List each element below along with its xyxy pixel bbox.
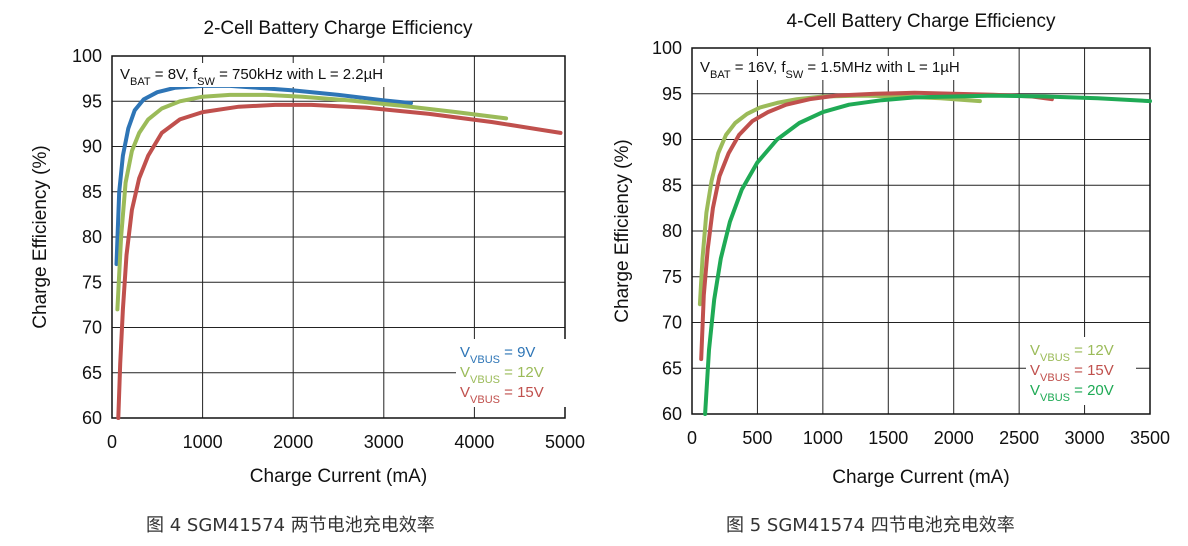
chart-title: 4-Cell Battery Charge Efficiency <box>787 11 1056 32</box>
legend-entry-1: VVBUS = 9V <box>460 344 535 366</box>
x-axis-label: Charge Current (mA) <box>832 467 1009 488</box>
condition-rest: = 1.5MHz with L = 1µH <box>803 59 959 76</box>
series-line-1 <box>114 83 413 267</box>
legend-v: V <box>460 364 470 381</box>
legend-value: = 12V <box>500 364 544 381</box>
legend-sub: VBUS <box>1040 392 1070 404</box>
condition-v-sub: BAT <box>710 69 731 81</box>
legend-sub: VBUS <box>470 394 500 406</box>
x-tick-label: 1000 <box>803 428 843 448</box>
series-line-2 <box>115 92 509 312</box>
x-tick-label: 1000 <box>183 432 223 452</box>
x-tick-label: 2000 <box>273 432 313 452</box>
condition-v-sub: BAT <box>130 76 151 88</box>
y-axis-label: Charge Efficiency (%) <box>30 145 51 328</box>
x-tick-label: 3000 <box>364 432 404 452</box>
legend-entry-3: VVBUS = 15V <box>460 384 544 406</box>
legend-value: = 12V <box>1070 342 1114 359</box>
x-tick-label: 1500 <box>868 428 908 448</box>
legend-entry-2: VVBUS = 15V <box>1030 362 1114 384</box>
x-tick-label: 3000 <box>1065 428 1105 448</box>
legend-sub: VBUS <box>1040 352 1070 364</box>
chart-2: 4-Cell Battery Charge Efficiency 0 500 1000… <box>612 11 1170 488</box>
y-tick-label: 75 <box>662 267 682 287</box>
series-line-1 <box>697 93 982 307</box>
x-tick-label: 4000 <box>454 432 494 452</box>
y-tick-label: 70 <box>82 318 102 338</box>
x-tick-label: 500 <box>742 428 772 448</box>
y-tick-label: 85 <box>662 175 682 195</box>
legend-value: = 15V <box>500 384 544 401</box>
series-line-3 <box>703 93 1152 416</box>
legend-v: V <box>1030 342 1040 359</box>
x-tick-label: 0 <box>107 432 117 452</box>
x-tick-label: 3500 <box>1130 428 1170 448</box>
condition-mid: = 8V, f <box>151 66 198 83</box>
y-tick-label: 85 <box>82 182 102 202</box>
legend-background <box>456 339 566 407</box>
legend-background <box>1026 337 1136 405</box>
y-tick-label: 65 <box>82 363 102 383</box>
y-axis-label: Charge Efficiency (%) <box>612 139 633 322</box>
legend-sub: VBUS <box>470 354 500 366</box>
legend-entry-2: VVBUS = 12V <box>460 364 544 386</box>
legend-entry-3: VVBUS = 20V <box>1030 382 1114 404</box>
x-axis-label: Charge Current (mA) <box>250 466 427 487</box>
condition-f-sub: SW <box>197 76 215 88</box>
y-tick-label: 95 <box>82 91 102 111</box>
legend-sub: VBUS <box>470 374 500 386</box>
condition-background <box>694 56 999 80</box>
y-tick-label: 80 <box>82 227 102 247</box>
y-tick-label: 65 <box>662 358 682 378</box>
y-tick-label: 100 <box>72 46 102 66</box>
y-tick-label: 70 <box>662 313 682 333</box>
series-line-2 <box>699 90 1054 362</box>
chart-title: 2-Cell Battery Charge Efficiency <box>204 18 473 39</box>
y-tick-label: 60 <box>82 408 102 428</box>
condition-rest: = 750kHz with L = 2.2µH <box>215 66 383 83</box>
y-tick-label: 90 <box>662 130 682 150</box>
condition-f-sub: SW <box>786 69 804 81</box>
plot-frame <box>111 55 566 419</box>
x-tick-label: 5000 <box>545 432 585 452</box>
condition-annotation: VBAT = 16V, fSW = 1.5MHz with L = 1µH <box>700 59 960 81</box>
x-tick-label: 0 <box>687 428 697 448</box>
legend-v: V <box>1030 362 1040 379</box>
caption-figure-5: 图 5 SGM41574 四节电池充电效率 <box>726 515 1015 536</box>
legend-v: V <box>460 384 470 401</box>
y-tick-label: 60 <box>662 404 682 424</box>
condition-background <box>114 63 419 87</box>
legend-value: = 15V <box>1070 362 1114 379</box>
condition-mid: = 16V, f <box>731 59 787 76</box>
plot-frame <box>691 47 1151 415</box>
legend-entry-1: VVBUS = 12V <box>1030 342 1114 364</box>
y-tick-label: 80 <box>662 221 682 241</box>
legend-sub: VBUS <box>1040 372 1070 384</box>
legend-v: V <box>1030 382 1040 399</box>
condition-v: V <box>700 59 710 76</box>
x-tick-label: 2000 <box>934 428 974 448</box>
y-tick-label: 75 <box>82 272 102 292</box>
chart-1: 2-Cell Battery Charge Efficiency 0 1000 200… <box>30 18 585 487</box>
y-tick-label: 100 <box>652 38 682 58</box>
x-tick-label: 2500 <box>999 428 1039 448</box>
legend-value: = 9V <box>500 344 535 361</box>
condition-v: V <box>120 66 130 83</box>
legend-value: = 20V <box>1070 382 1114 399</box>
series-line-3 <box>116 102 563 420</box>
legend-v: V <box>460 344 470 361</box>
y-tick-label: 95 <box>662 84 682 104</box>
y-tick-label: 90 <box>82 137 102 157</box>
caption-figure-4: 图 4 SGM41574 两节电池充电效率 <box>146 515 435 536</box>
condition-annotation: VBAT = 8V, fSW = 750kHz with L = 2.2µH <box>120 66 383 88</box>
